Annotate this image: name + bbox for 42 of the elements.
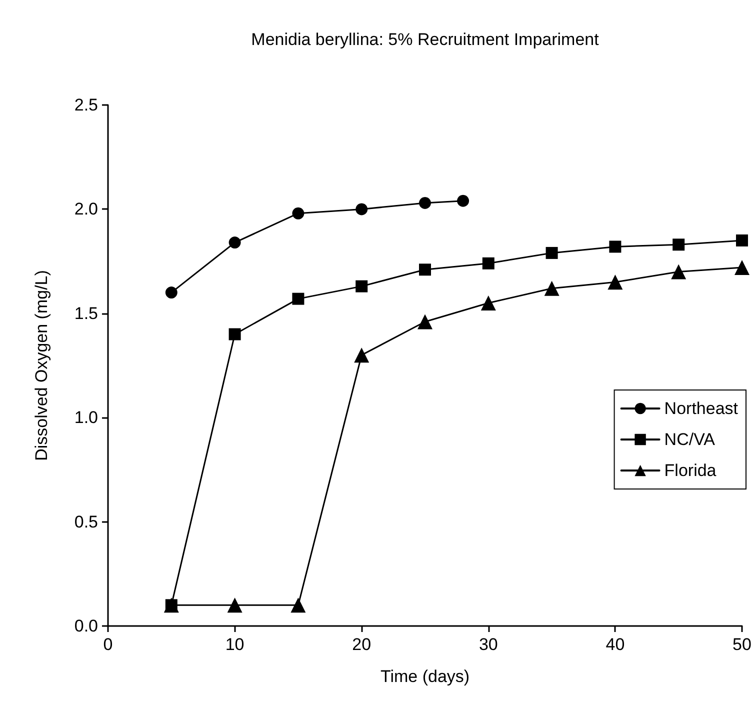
x-tick-label: 10 [225,635,244,654]
y-tick-label: 0.0 [74,616,98,636]
x-tick-label: 20 [352,635,372,654]
y-tick-label: 2.0 [74,200,98,219]
x-axis-title: Time (days) [380,667,470,686]
point [457,194,470,207]
legend-label: Florida [664,461,717,480]
point [482,257,494,270]
point [546,246,558,259]
y-tick-label: 1.5 [74,304,98,323]
point [419,264,431,276]
y-axis-title: Dissolved Oxygen (mg/L) [32,270,51,461]
point [354,348,370,363]
y-tick-label: 2.5 [74,96,98,114]
x-tick-label: 50 [732,635,752,654]
point [608,274,623,290]
point [227,598,242,613]
point [228,236,241,249]
point [671,264,686,280]
x-tick-label: 40 [606,635,625,654]
point [356,203,368,216]
point [290,598,306,613]
y-tick-label: 1.0 [74,408,98,428]
legend-label: Northeast [664,399,738,418]
point [419,196,431,209]
x-tick-label: 30 [478,635,498,654]
legend-label: NC/VA [664,430,716,449]
point [544,280,560,296]
y-tick-label: 0.5 [74,512,98,532]
chart-title: Menidia beryllina: 5% Recruitment Impariment [251,30,600,49]
point [356,280,368,292]
point [228,328,241,340]
point [165,286,178,299]
point [480,295,496,310]
point [736,234,748,246]
point [292,292,304,305]
point [292,207,304,220]
point [418,314,432,330]
point [672,238,685,251]
point [734,260,750,276]
x-tick-label: 0 [103,635,113,654]
point [609,240,622,253]
